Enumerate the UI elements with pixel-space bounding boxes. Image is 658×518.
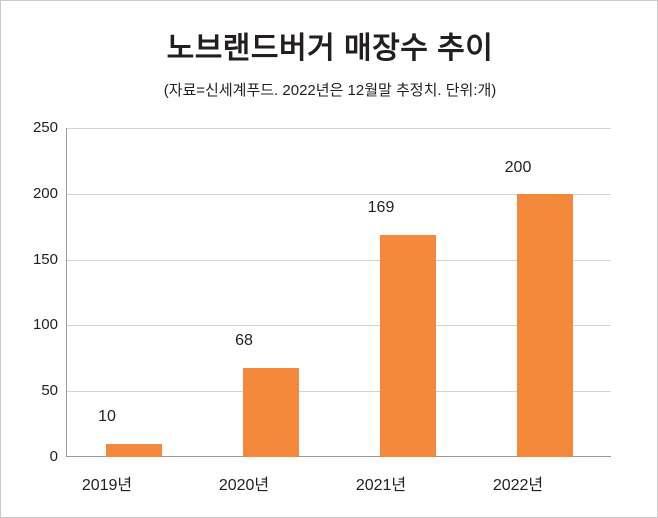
x-axis-line (66, 456, 611, 457)
y-tick-label: 200 (32, 184, 58, 202)
gridline (66, 193, 611, 195)
bar-value-2019: 10 (98, 408, 116, 425)
bar-2020 (243, 367, 299, 457)
y-tick-label: 250 (32, 119, 58, 136)
bar-2021 (380, 234, 436, 457)
y-axis-line (66, 128, 67, 457)
y-tick-label: 50 (41, 382, 58, 400)
gridline (66, 325, 611, 327)
bar-2019 (106, 443, 162, 457)
bar-value-2022: 200 (504, 159, 532, 176)
y-tick-label: 150 (32, 250, 58, 268)
x-tick-label-2020: 2020년 (218, 477, 270, 494)
bar-value-2020: 68 (235, 332, 253, 349)
bar-2022 (517, 193, 573, 457)
x-tick-label-2019: 2019년 (81, 477, 133, 494)
gridline (66, 259, 611, 261)
x-tick-label-2022: 2022년 (492, 477, 544, 494)
chart-subtitle: (자료=신세계푸드. 2022년은 12월말 추정치. 단위:개) (163, 82, 497, 99)
y-axis-tick-labels: 250 200 150 100 50 0 (1, 119, 58, 465)
y-tick-label: 100 (32, 316, 58, 334)
gridline (66, 391, 611, 393)
page-title: 노브랜드버거 매장수 추이 (166, 32, 494, 65)
bar-value-2021: 169 (367, 199, 395, 216)
plot-area (66, 128, 611, 457)
gridline (66, 128, 611, 129)
x-tick-label-2021: 2021년 (355, 477, 407, 494)
y-tick-label: 0 (49, 448, 58, 465)
